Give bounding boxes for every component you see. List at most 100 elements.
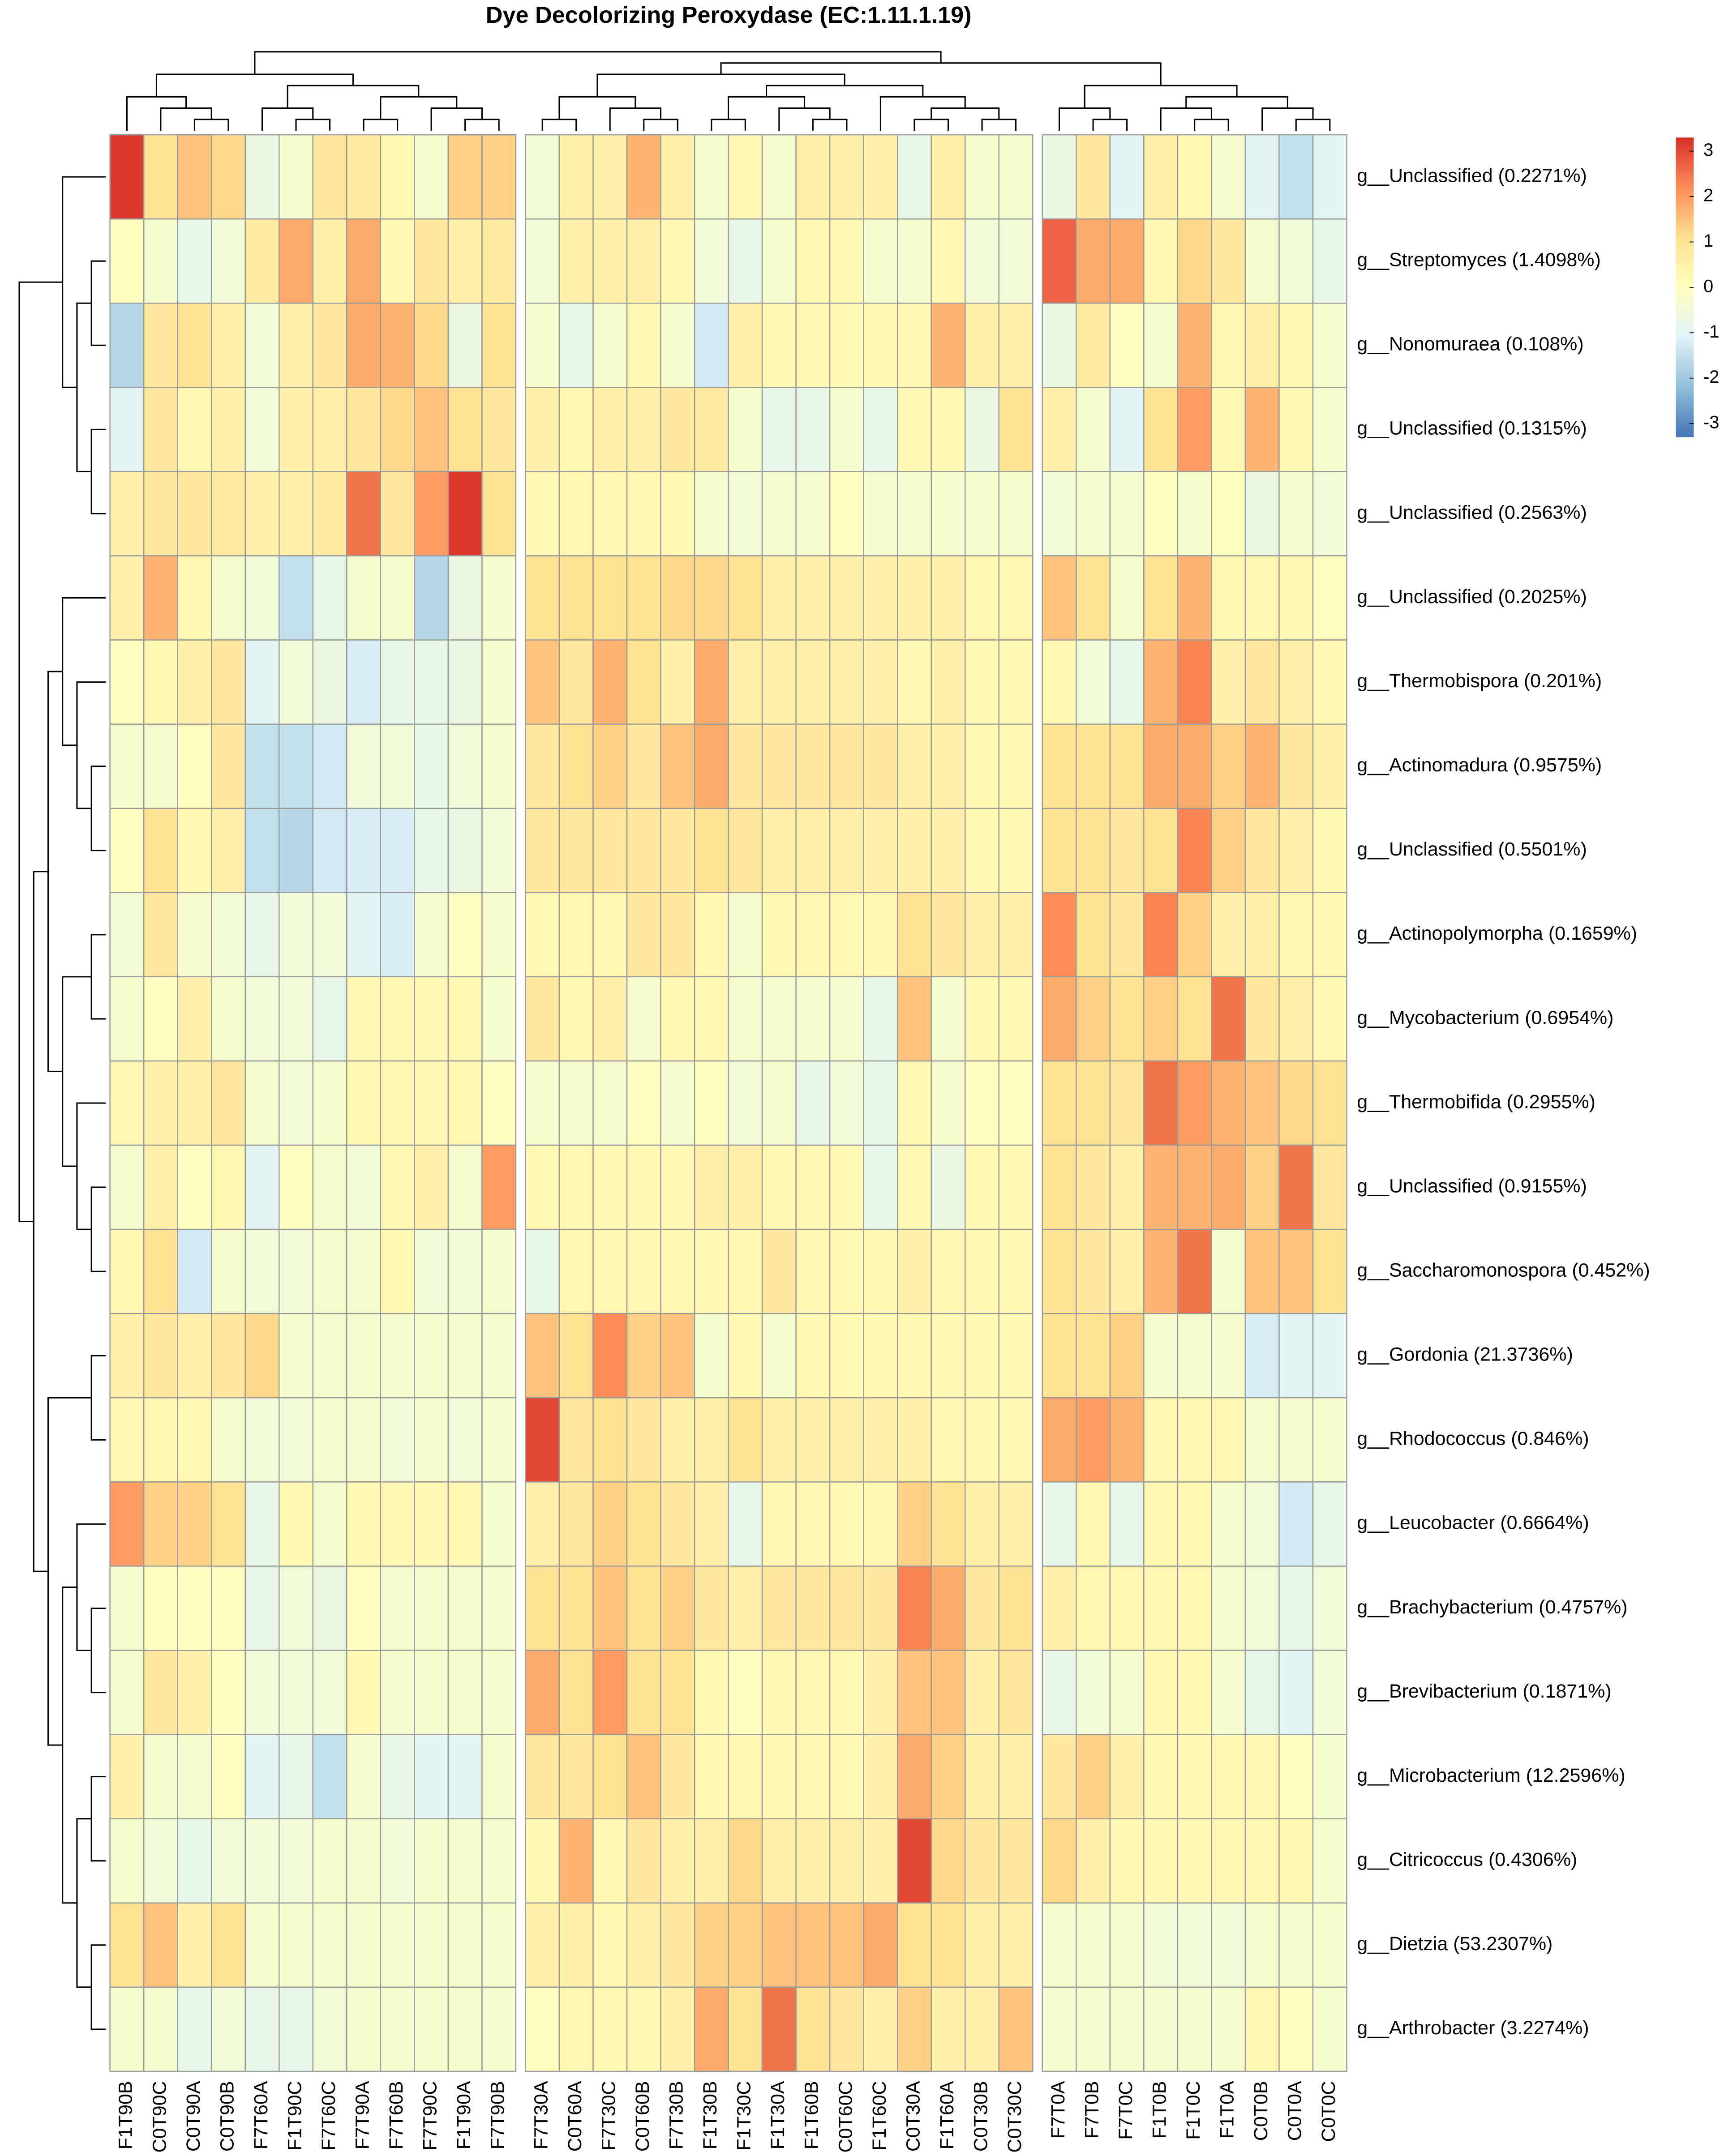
heatmap-cell bbox=[279, 892, 314, 978]
heatmap-cell bbox=[244, 1313, 280, 1399]
heatmap-cell bbox=[414, 1734, 449, 1819]
heatmap-cell bbox=[761, 1650, 797, 1735]
heatmap-cell bbox=[660, 555, 695, 641]
heatmap-cell bbox=[109, 387, 145, 472]
heatmap-cell bbox=[795, 134, 831, 220]
heatmap-cell bbox=[626, 808, 661, 894]
heatmap-cell bbox=[1177, 1734, 1212, 1819]
heatmap-cell bbox=[965, 639, 1000, 725]
heatmap-cell bbox=[592, 1986, 628, 2072]
heatmap-cell bbox=[829, 555, 864, 641]
heatmap-cell bbox=[109, 1397, 145, 1483]
heatmap-cell bbox=[1312, 1566, 1347, 1651]
heatmap-cell bbox=[1278, 471, 1314, 556]
heatmap-cell bbox=[1278, 1818, 1314, 1904]
heatmap-cell bbox=[481, 303, 517, 388]
heatmap-cell bbox=[143, 1397, 178, 1483]
heatmap-cell bbox=[346, 555, 382, 641]
heatmap-cell bbox=[728, 1313, 763, 1399]
heatmap-cell bbox=[1042, 1397, 1077, 1483]
column-label: F7T90A bbox=[352, 2081, 373, 2149]
heatmap-cell bbox=[998, 976, 1034, 1062]
heatmap-cell bbox=[558, 555, 594, 641]
heatmap-cell bbox=[660, 471, 695, 556]
heatmap-cell bbox=[177, 1397, 212, 1483]
heatmap-cell bbox=[761, 1313, 797, 1399]
heatmap-cell bbox=[761, 1228, 797, 1314]
heatmap-cell bbox=[1244, 555, 1280, 641]
heatmap-cell bbox=[965, 892, 1000, 978]
heatmap-cell bbox=[279, 808, 314, 894]
heatmap-cell bbox=[694, 1481, 729, 1567]
heatmap-cell bbox=[998, 1144, 1034, 1230]
heatmap-cell bbox=[447, 1986, 483, 2072]
heatmap-cell bbox=[279, 1650, 314, 1735]
heatmap-cell bbox=[279, 134, 314, 220]
heatmap-cell bbox=[1244, 471, 1280, 556]
heatmap-cell bbox=[279, 1566, 314, 1651]
heatmap-cell bbox=[1211, 1481, 1246, 1567]
heatmap-cell bbox=[896, 1650, 932, 1735]
heatmap-cell bbox=[795, 723, 831, 809]
heatmap-cell bbox=[210, 1566, 246, 1651]
heatmap-cell bbox=[1278, 1144, 1314, 1230]
heatmap-cell bbox=[380, 976, 415, 1062]
heatmap-cell bbox=[998, 218, 1034, 304]
heatmap-cell bbox=[558, 892, 594, 978]
heatmap-cell bbox=[346, 218, 382, 304]
heatmap-cell bbox=[1244, 808, 1280, 894]
heatmap-cell bbox=[177, 303, 212, 388]
heatmap-cell bbox=[761, 555, 797, 641]
heatmap-cell bbox=[143, 723, 178, 809]
heatmap-cell bbox=[694, 1650, 729, 1735]
heatmap-cell bbox=[1143, 471, 1179, 556]
heatmap-cell bbox=[380, 1650, 415, 1735]
heatmap-cell bbox=[1042, 1228, 1077, 1314]
heatmap-cell bbox=[558, 303, 594, 388]
heatmap-cell bbox=[1177, 1313, 1212, 1399]
heatmap-cell bbox=[312, 555, 347, 641]
heatmap-cell bbox=[728, 1986, 763, 2072]
heatmap-cell bbox=[1042, 1902, 1077, 1988]
heatmap-cell bbox=[1143, 134, 1179, 220]
heatmap-cell bbox=[896, 723, 932, 809]
heatmap-cell bbox=[592, 134, 628, 220]
heatmap-cell bbox=[109, 1986, 145, 2072]
heatmap-cell bbox=[447, 218, 483, 304]
heatmap-cell bbox=[143, 1734, 178, 1819]
heatmap-cell bbox=[109, 303, 145, 388]
heatmap-cell bbox=[312, 1818, 347, 1904]
heatmap-cell bbox=[1042, 218, 1077, 304]
heatmap-cell bbox=[346, 1060, 382, 1146]
heatmap-cell bbox=[558, 1313, 594, 1399]
heatmap-cell bbox=[558, 1566, 594, 1651]
heatmap-cell bbox=[380, 1902, 415, 1988]
heatmap-cell bbox=[1177, 218, 1212, 304]
heatmap-cell bbox=[177, 1060, 212, 1146]
heatmap-cell bbox=[279, 1228, 314, 1314]
heatmap-cell bbox=[863, 1986, 898, 2072]
heatmap-cell bbox=[210, 1734, 246, 1819]
heatmap-cell bbox=[414, 723, 449, 809]
heatmap-cell bbox=[143, 471, 178, 556]
heatmap-cell bbox=[626, 134, 661, 220]
heatmap-cell bbox=[1244, 1144, 1280, 1230]
heatmap-cell bbox=[896, 303, 932, 388]
heatmap-cell bbox=[1177, 1566, 1212, 1651]
heatmap-cell bbox=[660, 1313, 695, 1399]
heatmap-cell bbox=[931, 1397, 966, 1483]
heatmap-cell bbox=[1076, 808, 1111, 894]
heatmap-cell bbox=[1076, 303, 1111, 388]
heatmap-cell bbox=[177, 723, 212, 809]
column-label: F7T0B bbox=[1081, 2081, 1102, 2139]
heatmap-cell bbox=[998, 1228, 1034, 1314]
row-label: g__Unclassified (0.5501%) bbox=[1357, 838, 1587, 860]
heatmap-cell bbox=[829, 892, 864, 978]
heatmap-cell bbox=[1042, 134, 1077, 220]
heatmap-cell bbox=[210, 1060, 246, 1146]
heatmap-cell bbox=[312, 471, 347, 556]
heatmap-cell bbox=[558, 471, 594, 556]
heatmap-cell bbox=[414, 471, 449, 556]
row-label: g__Unclassified (0.2271%) bbox=[1357, 165, 1587, 186]
heatmap-cell bbox=[380, 1986, 415, 2072]
